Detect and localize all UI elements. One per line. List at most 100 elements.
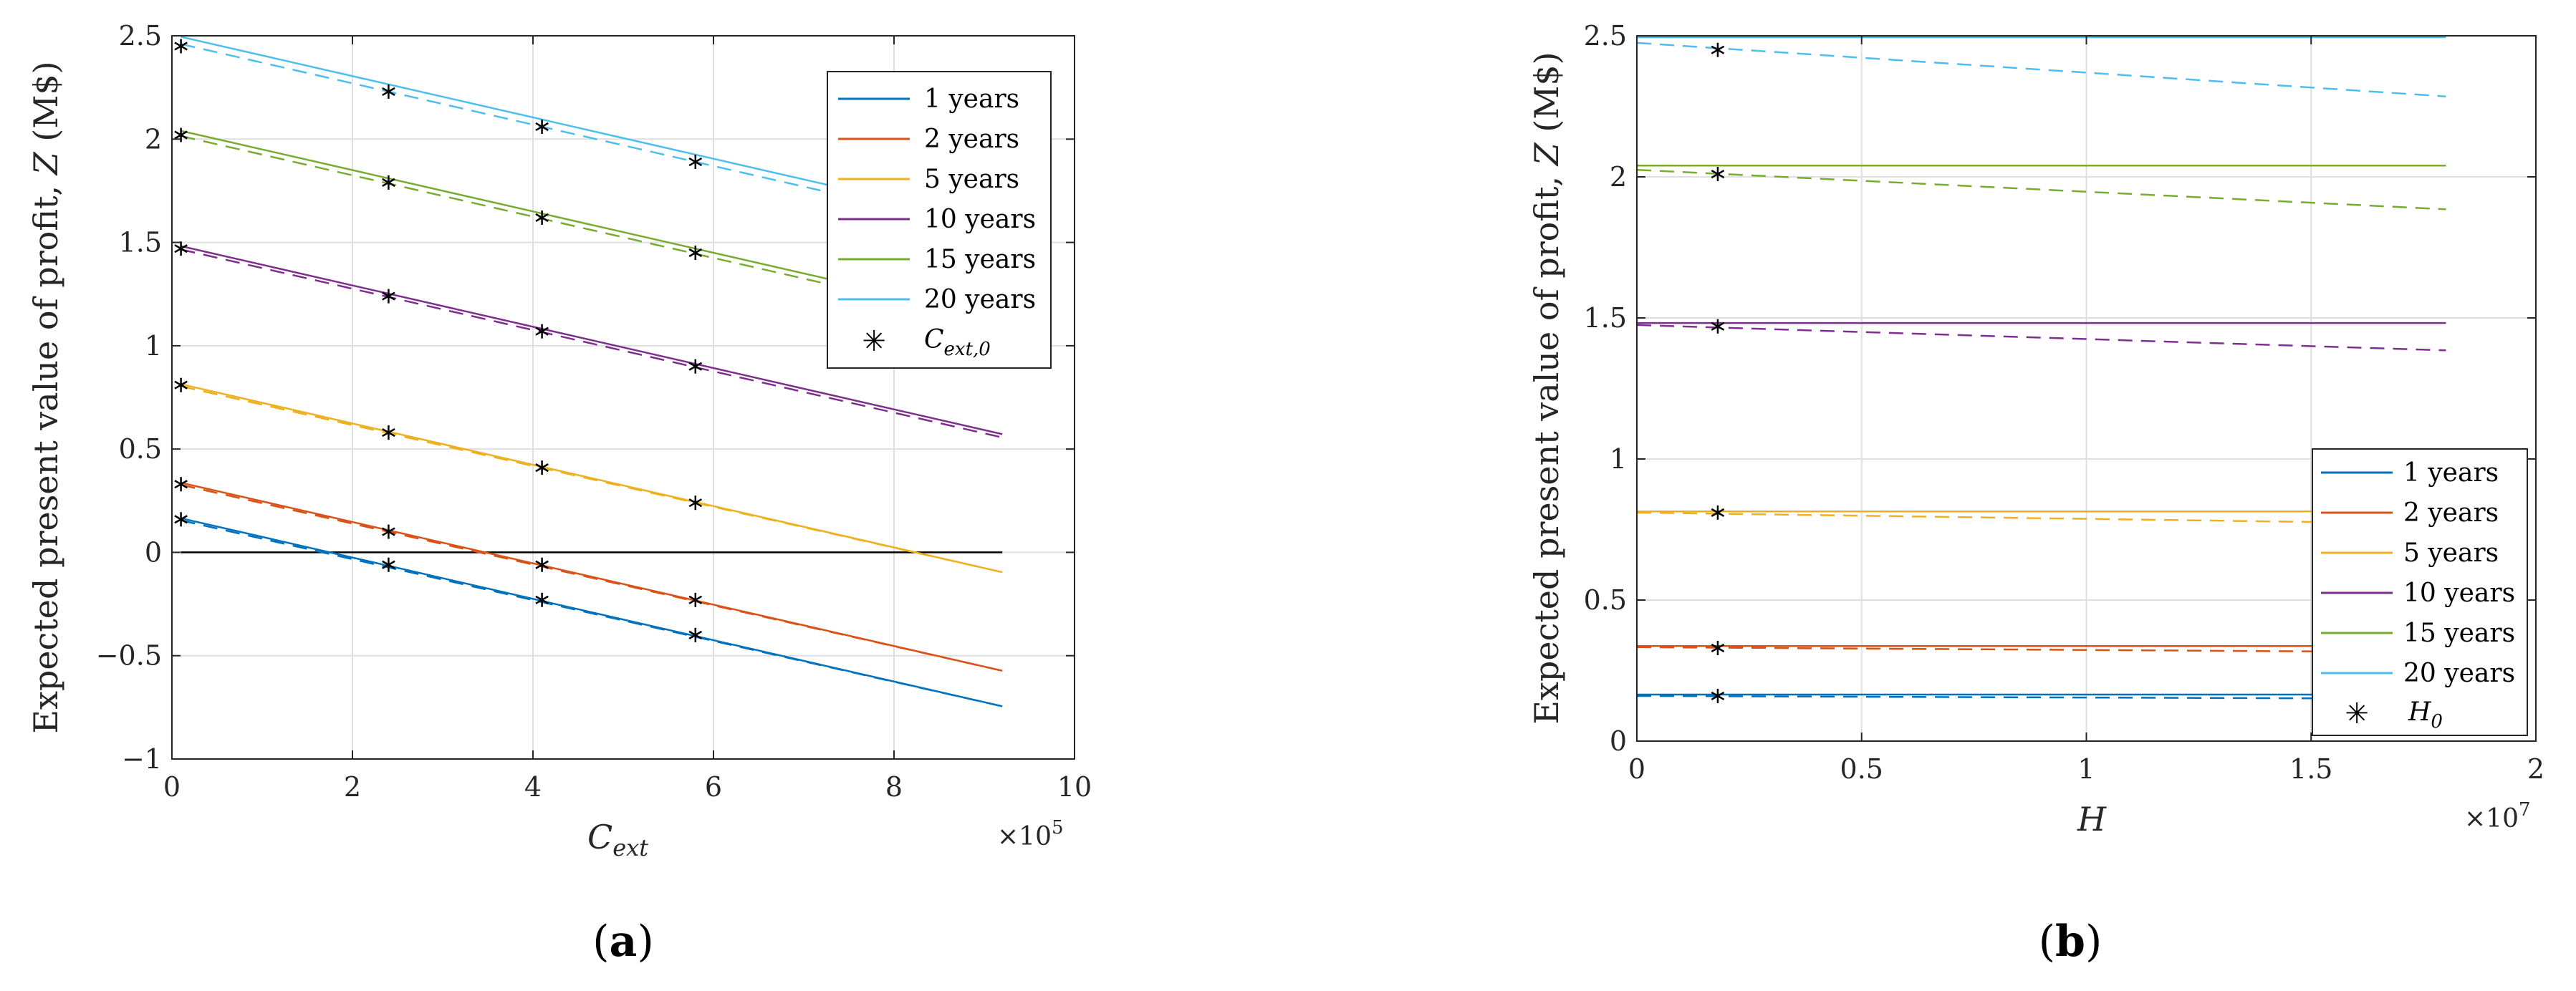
chart-panel-a: 0 2 4 6 8 10 −1 −0.5 0 0.5 1 1.5 2 2.5 ×105 Cext Expe…	[27, 20, 1092, 967]
marker-a-s6-p3	[535, 119, 549, 134]
y-tick-label-b-2: 1	[1610, 443, 1627, 475]
x-tick-label-a-0: 0	[163, 771, 181, 803]
marker-a-s6-p2	[382, 84, 395, 99]
x-tick-label-a-3: 6	[705, 771, 722, 803]
y-tick-label-a-2: 0	[145, 536, 162, 568]
marker-a-s1-p1	[174, 512, 188, 527]
marker-b-s2-p1	[1711, 640, 1725, 655]
marker-b-s1-p1	[1711, 688, 1725, 703]
marker-a-s2-p1	[174, 477, 188, 492]
legend-label-b-2: 2 years	[2403, 498, 2499, 528]
y-tick-label-a-3: 0.5	[119, 433, 162, 465]
marker-a-s1-p4	[688, 627, 703, 642]
marker-a-s6-p4	[688, 155, 703, 170]
x-tick-label-b-3: 1.5	[2289, 753, 2332, 785]
marker-a-s2-p2	[382, 524, 395, 539]
x-tick-label-b-1: 0.5	[1840, 753, 1883, 785]
legend-label-a-2: 2 years	[924, 125, 1019, 154]
marker-a-s4-p3	[535, 324, 549, 339]
series-dashed-a-6	[181, 43, 1003, 233]
marker-a-s4-p2	[382, 289, 395, 304]
y-tick-label-b-5: 2.5	[1584, 20, 1627, 52]
y-tick-label-a-1: −0.5	[96, 640, 162, 672]
marker-a-s2-p4	[688, 592, 703, 607]
series-dashed-b-4	[1636, 324, 2446, 352]
x-tick-label-a-2: 4	[524, 771, 542, 803]
marker-a-s3-p4	[688, 496, 703, 511]
marker-a-s5-p4	[688, 246, 703, 260]
x-tick-label-b-2: 1	[2077, 753, 2095, 785]
y-axis-label-b: Expected present value of profit, Z (M$)	[1527, 52, 1566, 724]
marker-b-s5-p1	[1711, 167, 1725, 182]
marker-a-s5-p2	[382, 175, 395, 190]
ticks-a: 0 2 4 6 8 10 −1 −0.5 0 0.5 1 1.5 2 2.5	[96, 20, 1092, 803]
y-tick-label-a-4: 1	[145, 330, 162, 362]
series-solid-a-2	[181, 481, 1003, 672]
series-solid-a-1	[181, 517, 1003, 707]
marker-a-s4-p1	[174, 241, 188, 256]
legend-label-b-3: 5 years	[2403, 538, 2499, 568]
y-tick-label-a-5: 1.5	[119, 227, 162, 258]
marker-b-s6-p1	[1711, 42, 1725, 57]
y-tick-label-a-0: −1	[122, 743, 162, 775]
y-tick-label-a-7: 2.5	[119, 20, 162, 52]
marker-a-s5-p1	[174, 127, 188, 142]
y-tick-label-b-4: 2	[1610, 161, 1627, 193]
marker-a-s1-p3	[535, 592, 549, 607]
series-solid-a-4	[181, 245, 1003, 435]
legend-label-b-marker: H0	[2408, 697, 2443, 733]
panel-label-b: (b)	[2039, 917, 2102, 967]
legend-marker-symbol-a: ✳	[862, 325, 886, 358]
series-dashed-b-1	[1636, 695, 2446, 700]
legend-label-a-1: 1 years	[924, 84, 1019, 114]
series-dashed-b-6	[1636, 42, 2446, 97]
series-dashed-b-2	[1636, 646, 2446, 654]
chart-panel-b: 0 0.5 1 1.5 2 0 0.5 1 1.5 2 2.5 ×107 H Expected pr…	[1527, 20, 2544, 967]
x-multiplier-a: ×105	[997, 817, 1064, 851]
series-dashed-a-5	[181, 135, 1003, 325]
marker-a-s6-p1	[174, 39, 188, 54]
legend-label-a-6: 20 years	[924, 285, 1036, 314]
x-axis-label-b: H	[2077, 800, 2107, 838]
panel-label-a: (a)	[592, 917, 654, 967]
markers-b	[1711, 42, 1725, 703]
legend-label-b-6: 20 years	[2403, 659, 2515, 688]
y-tick-label-b-3: 1.5	[1584, 302, 1627, 334]
y-tick-label-b-0: 0	[1610, 725, 1627, 757]
legend-marker-symbol-b: ✳	[2345, 697, 2369, 730]
marker-b-s4-p1	[1711, 319, 1725, 334]
legend-label-a-3: 5 years	[924, 165, 1019, 194]
series-dashed-b-3	[1636, 511, 2446, 525]
x-axis-label-a: Cext	[587, 818, 648, 861]
marker-a-s2-p3	[535, 557, 549, 572]
x-tick-label-b-0: 0	[1628, 753, 1645, 785]
legend-label-a-5: 15 years	[924, 245, 1036, 274]
series-dashed-b-5	[1636, 168, 2446, 211]
y-axis-label-a: Expected present value of profit, Z (M$)	[27, 61, 65, 733]
markers-a	[174, 39, 703, 642]
legend-label-a-marker: Cext,0	[924, 325, 991, 360]
x-tick-label-a-1: 2	[344, 771, 361, 803]
marker-a-s4-p4	[688, 359, 703, 374]
series-solid-a-3	[181, 383, 1003, 574]
x-tick-label-b-4: 2	[2527, 753, 2544, 785]
legend-label-b-4: 10 years	[2403, 579, 2515, 608]
marker-a-s5-p3	[535, 210, 549, 225]
series-dashed-a-4	[181, 248, 1003, 439]
axes-box-a	[171, 35, 1075, 760]
legend-a: 1 years 2 years 5 years 10 years 15 year…	[827, 71, 1052, 369]
legend-label-b-5: 15 years	[2403, 619, 2515, 648]
legend-label-b-1: 1 years	[2403, 458, 2499, 488]
y-tick-label-a-6: 2	[145, 123, 162, 155]
y-tick-label-b-1: 0.5	[1584, 584, 1627, 616]
x-tick-label-a-5: 10	[1057, 771, 1092, 803]
x-tick-label-a-4: 8	[885, 771, 903, 803]
legend-b: 1 years 2 years 5 years 10 years 15 year…	[2312, 448, 2528, 736]
marker-a-s3-p2	[382, 425, 395, 440]
marker-a-s3-p1	[174, 377, 188, 392]
x-multiplier-b: ×107	[2464, 799, 2531, 833]
marker-a-s1-p2	[382, 557, 395, 572]
marker-b-s3-p1	[1711, 505, 1725, 520]
legend-label-a-4: 10 years	[924, 205, 1036, 234]
